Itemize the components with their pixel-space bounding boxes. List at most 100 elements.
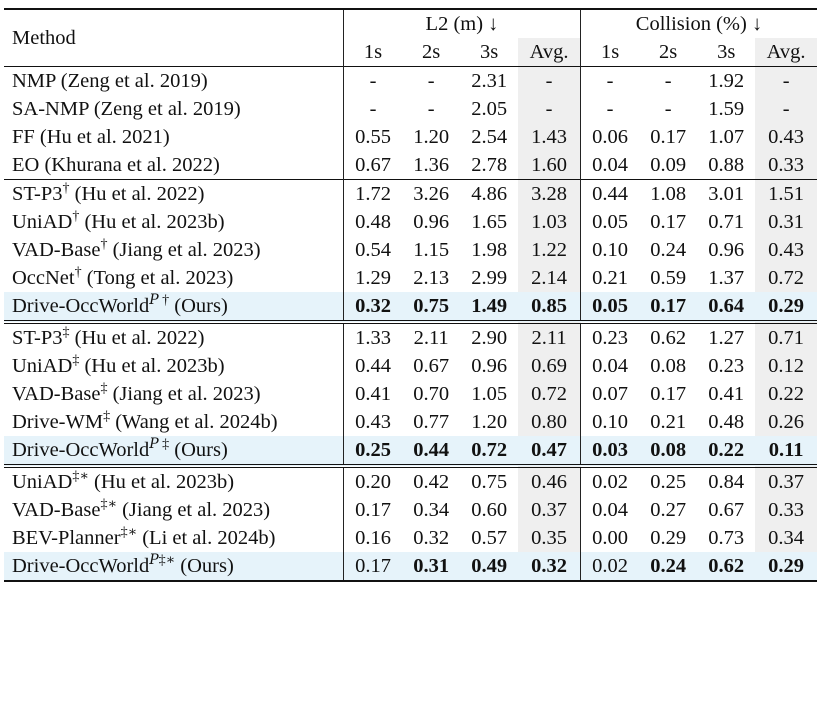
method-superscript: † (72, 209, 80, 224)
method-cell: VAD-Base† (Jiang et al. 2023) (4, 236, 343, 264)
value-l2-avg: 1.60 (518, 151, 581, 180)
col-header-l2-1s: 1s (342, 38, 403, 67)
value-l2-2s: 1.15 (413, 239, 450, 261)
value-l2-avg: 0.37 (518, 496, 581, 524)
method-citation: (Jiang et al. 2023) (116, 499, 271, 521)
method-citation: (Li et al. 2024b) (137, 527, 276, 549)
value-l2-2s: 0.32 (413, 527, 450, 549)
value-col-2s: 0.08 (650, 355, 687, 377)
value-col-1s: 0.21 (580, 264, 640, 292)
value-l2-3s: 0.57 (471, 527, 508, 549)
value-col-1s: 0.06 (580, 123, 640, 151)
method-name: VAD-Base (12, 499, 101, 521)
value-col-2s: 0.21 (650, 411, 687, 433)
table-row-ours: Drive-OccWorldP‡∗ (Ours) 0.17 0.31 0.49 0.32… (4, 552, 817, 582)
value-l2-3s: 1.98 (471, 239, 508, 261)
value-l2-3s: 2.05 (471, 98, 508, 120)
method-cell: UniAD‡∗ (Hu et al. 2023b) (4, 464, 344, 496)
table-row: Drive-WM‡ (Wang et al. 2024b) 0.43 0.77 1.2… (4, 408, 817, 436)
value-l2-2s: 1.36 (413, 154, 450, 176)
method-name: Drive-WM (12, 411, 104, 433)
table-row: SA-NMP (Zeng et al. 2019) - -2.05- - -1.59- (4, 95, 817, 123)
method-name: EO (Khurana et al. 2022) (12, 154, 220, 176)
value-l2-1s: 0.44 (342, 352, 403, 380)
value-col-2s: 0.59 (650, 267, 687, 289)
method-citation: (Hu et al. 2022) (69, 327, 205, 349)
method-name: BEV-Planner (12, 527, 121, 549)
value-l2-1s: 1.72 (342, 179, 403, 208)
table-row: VAD-Base‡∗ (Jiang et al. 2023) 0.17 0.34 0.… (4, 496, 817, 524)
value-l2-2s: 0.44 (402, 436, 461, 466)
method-name: VAD-Base (12, 383, 101, 405)
method-cell: SA-NMP (Zeng et al. 2019) (4, 95, 343, 123)
method-name: FF (Hu et al. 2021) (12, 126, 170, 148)
value-l2-avg: 1.03 (518, 208, 581, 236)
value-l2-2s: 2.13 (413, 267, 450, 289)
value-l2-1s: 0.16 (342, 524, 403, 552)
value-l2-avg: 0.35 (518, 524, 581, 552)
value-l2-1s: - (342, 66, 403, 95)
value-col-1s: 0.10 (580, 236, 640, 264)
col-header-col-3s: 3s (717, 41, 736, 63)
table-row: ST-P3† (Hu et al. 2022) 1.72 3.26 4.86 3.28 0… (4, 179, 817, 208)
value-l2-1s: 1.33 (342, 320, 403, 352)
value-l2-2s: 0.67 (413, 355, 450, 377)
value-l2-2s: - (402, 66, 461, 95)
value-l2-3s: 2.99 (471, 267, 508, 289)
value-l2-avg: - (518, 66, 581, 95)
collision-header: Collision (%) ↓ (580, 8, 817, 38)
method-name: ST-P3 (12, 183, 63, 205)
value-col-avg: 0.29 (755, 292, 817, 322)
value-col-2s: - (664, 98, 672, 120)
method-citation: (Jiang et al. 2023) (107, 383, 261, 405)
value-col-avg: 0.29 (755, 552, 817, 582)
value-l2-1s: 0.20 (342, 464, 403, 496)
method-name: UniAD (12, 211, 73, 233)
value-col-1s: 0.07 (580, 380, 640, 408)
value-col-3s: 3.01 (697, 179, 756, 208)
method-name: SA-NMP (Zeng et al. 2019) (12, 98, 241, 120)
method-superscript: ‡∗ (120, 525, 138, 540)
value-l2-2s: 1.20 (413, 126, 450, 148)
method-cell: Drive-OccWorldP † (Ours) (4, 292, 344, 322)
value-l2-3s: 1.65 (471, 211, 508, 233)
value-col-avg: 0.22 (755, 380, 817, 408)
value-l2-2s: 3.26 (402, 179, 461, 208)
value-l2-1s: 0.54 (342, 236, 403, 264)
method-superscript: † (74, 265, 82, 280)
value-l2-3s: 0.60 (471, 499, 508, 521)
value-l2-1s: 0.41 (342, 380, 403, 408)
value-col-1s: 0.03 (580, 436, 640, 466)
value-l2-3s: 0.49 (460, 552, 519, 582)
method-superscript: ‡ (62, 325, 70, 340)
method-superscript: † (100, 237, 108, 252)
col-header-col-2s: 2s (659, 41, 678, 63)
method-cell: UniAD‡ (Hu et al. 2023b) (4, 352, 343, 380)
value-col-2s: 0.29 (650, 527, 687, 549)
value-col-2s: 0.24 (639, 552, 698, 582)
method-superscript: ‡ (103, 409, 111, 424)
value-col-avg: 0.33 (755, 496, 817, 524)
value-col-2s: 0.17 (650, 211, 687, 233)
method-cell: BEV-Planner‡∗ (Li et al. 2024b) (4, 524, 343, 552)
method-superscript: P ‡ (149, 436, 170, 452)
method-superscript: ‡∗ (100, 497, 117, 512)
method-name: Drive-OccWorld (12, 295, 150, 317)
value-l2-3s: 1.20 (471, 411, 508, 433)
value-col-avg: 0.71 (755, 320, 817, 352)
col-header-col-1s: 1s (580, 38, 640, 67)
value-col-2s: - (639, 66, 698, 95)
value-col-3s: 0.41 (708, 383, 745, 405)
table-row: UniAD‡∗ (Hu et al. 2023b) 0.20 0.42 0.75 0.4… (4, 464, 817, 496)
table-row: BEV-Planner‡∗ (Li et al. 2024b) 0.16 0.32 0… (4, 524, 817, 552)
value-l2-1s: 0.48 (342, 208, 403, 236)
value-col-1s: 0.00 (580, 524, 640, 552)
method-name: VAD-Base (12, 239, 101, 261)
value-l2-avg: 1.43 (518, 123, 581, 151)
method-cell: VAD-Base‡∗ (Jiang et al. 2023) (4, 496, 343, 524)
value-l2-2s: 0.42 (402, 464, 461, 496)
value-col-3s: 0.48 (708, 411, 745, 433)
value-col-1s: 0.04 (580, 151, 640, 180)
method-superscript: † (62, 181, 70, 196)
table-row-ours: Drive-OccWorldP † (Ours) 0.32 0.75 1.49 0.85… (4, 292, 817, 322)
